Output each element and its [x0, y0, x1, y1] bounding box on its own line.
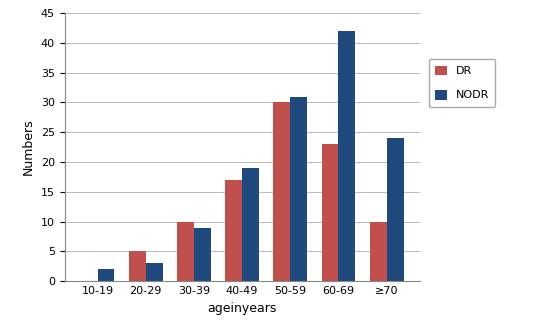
- Legend: DR, NODR: DR, NODR: [429, 59, 495, 107]
- Bar: [177, 222, 194, 281]
- Bar: [146, 263, 162, 281]
- Bar: [225, 180, 242, 281]
- Bar: [370, 222, 387, 281]
- X-axis label: ageinyears: ageinyears: [208, 301, 277, 315]
- Bar: [338, 31, 355, 281]
- Bar: [242, 168, 259, 281]
- Bar: [129, 251, 146, 281]
- Bar: [273, 102, 291, 281]
- Bar: [97, 269, 115, 281]
- Bar: [322, 144, 338, 281]
- Y-axis label: Numbers: Numbers: [22, 119, 35, 176]
- Bar: [387, 138, 404, 281]
- Bar: [291, 96, 307, 281]
- Bar: [194, 228, 211, 281]
